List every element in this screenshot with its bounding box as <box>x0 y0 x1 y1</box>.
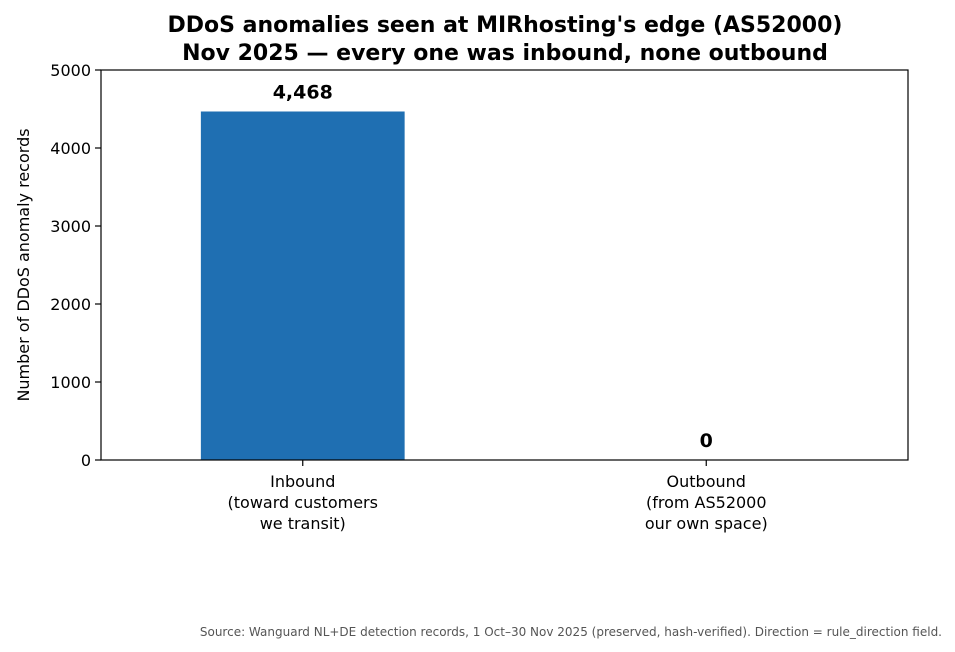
y-tick-label-1: 1000 <box>50 373 91 392</box>
y-tick-label-3: 3000 <box>50 217 91 236</box>
plot-area: 4,468 0 0 1000 2000 3000 4000 5000 Inbound (towar… <box>50 61 909 533</box>
bar-value-label-1: 0 <box>700 430 713 452</box>
x-tick-label-1-line-1: (from AS52000 <box>646 493 767 512</box>
bar-value-label-0: 4,468 <box>273 81 333 103</box>
y-tick-label-4: 4000 <box>50 139 91 158</box>
chart-title-line-1: DDoS anomalies seen at MIRhosting's edge… <box>168 13 843 38</box>
chart-title-line-2: Nov 2025 — every one was inbound, none o… <box>182 41 828 66</box>
x-tick-label-0-line-1: (toward customers <box>228 493 378 512</box>
x-tick-label-0-line-2: we transit) <box>260 514 346 533</box>
y-axis-label: Number of DDoS anomaly records <box>14 128 33 401</box>
plot-frame <box>100 69 909 461</box>
source-note: Source: Wanguard NL+DE detection records… <box>200 625 942 639</box>
y-tick-label-0: 0 <box>81 451 91 470</box>
y-tick-label-5: 5000 <box>50 61 91 80</box>
y-tick-label-2: 2000 <box>50 295 91 314</box>
x-tick-label-1: Outbound (from AS52000 our own space) <box>645 472 768 533</box>
x-tick-label-1-line-2: our own space) <box>645 514 768 533</box>
x-tick-label-0-line-0: Inbound <box>270 472 335 491</box>
x-tick-label-1-line-0: Outbound <box>667 472 746 491</box>
x-tick-label-0: Inbound (toward customers we transit) <box>228 472 378 533</box>
bar-0 <box>200 111 405 460</box>
